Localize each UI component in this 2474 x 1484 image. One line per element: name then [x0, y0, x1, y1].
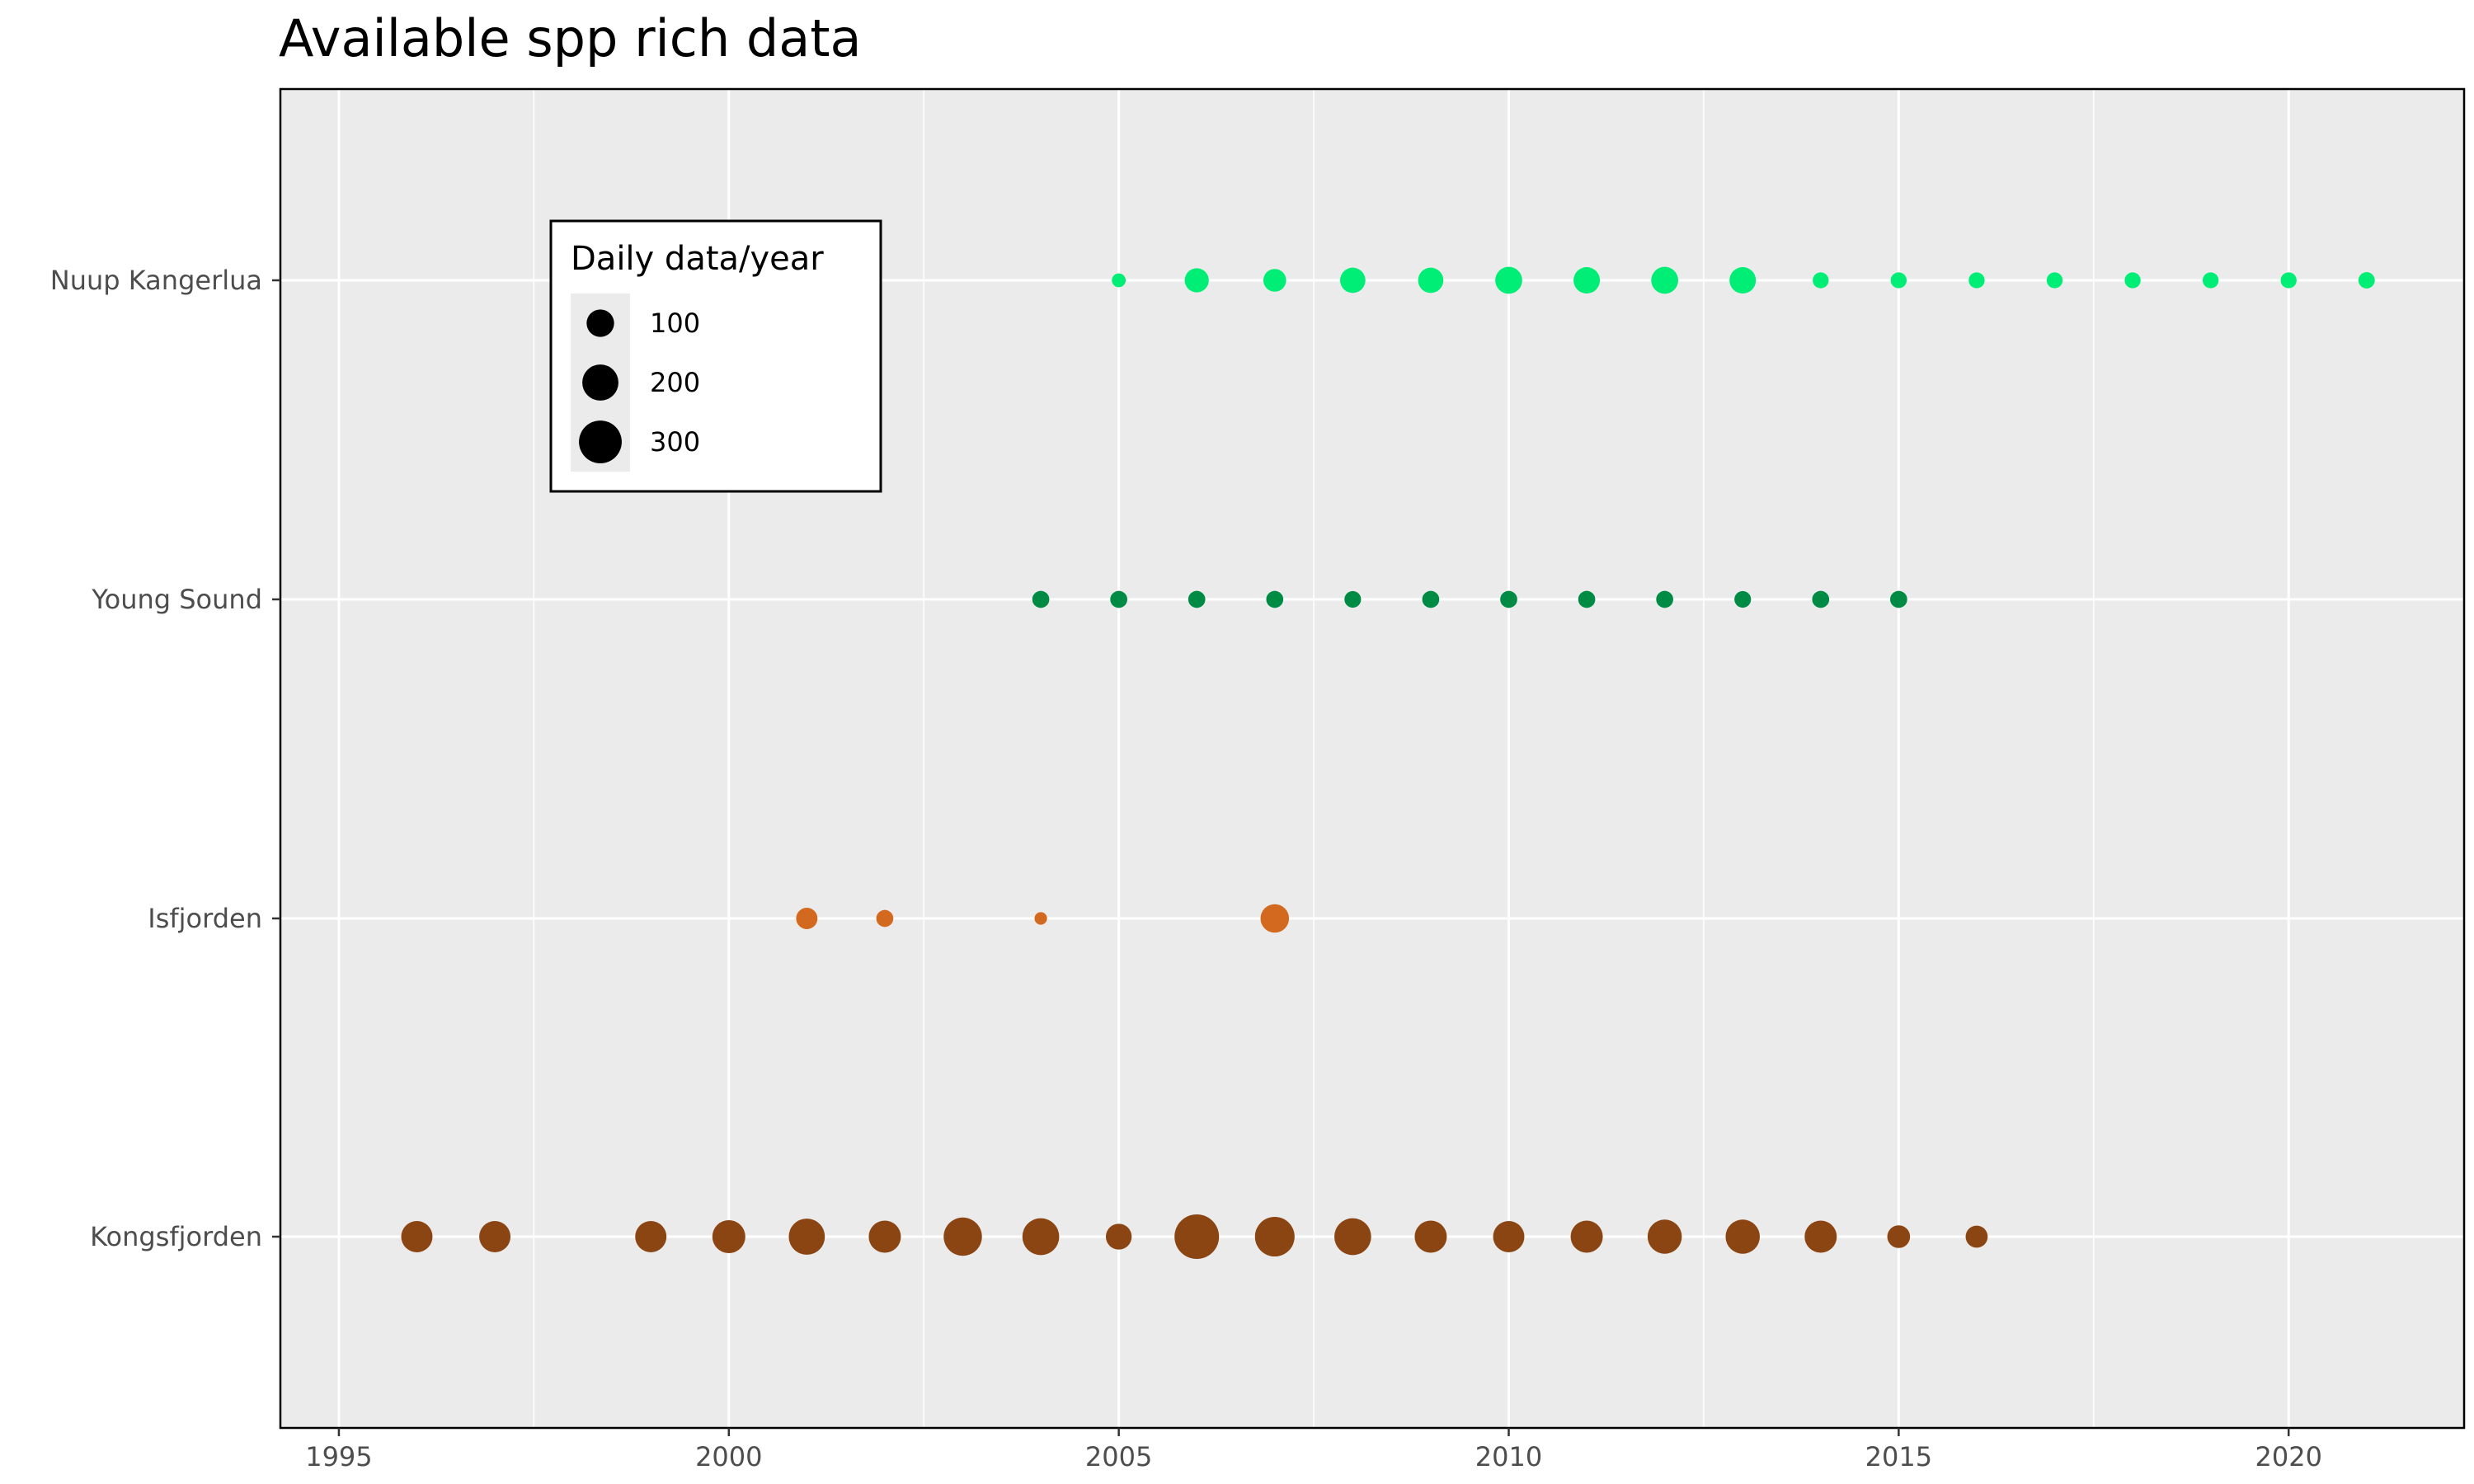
data-point: [943, 1217, 982, 1256]
data-point: [1804, 1220, 1837, 1253]
data-point: [1260, 904, 1290, 933]
data-point: [1174, 1214, 1220, 1259]
data-point: [1112, 273, 1126, 288]
x-tick-label: 2010: [1475, 1441, 1542, 1472]
data-point: [2046, 272, 2063, 289]
data-point: [876, 909, 894, 928]
chart-title: Available spp rich data: [279, 8, 862, 68]
data-point: [796, 908, 818, 929]
size-legend: Daily data/year 100 200 300: [549, 219, 882, 493]
data-point: [1570, 1220, 1603, 1253]
x-tick-label: 2000: [695, 1441, 762, 1472]
data-point: [401, 1221, 433, 1252]
data-point: [1422, 590, 1440, 608]
data-point: [1647, 1219, 1682, 1254]
data-point: [1812, 590, 1830, 608]
data-point: [712, 1219, 745, 1254]
legend-key-label: 100: [650, 308, 700, 339]
legend-key-circle: [586, 309, 614, 337]
data-point: [2358, 272, 2375, 289]
data-point: [1887, 1225, 1911, 1248]
data-point: [2280, 272, 2297, 289]
data-point: [1578, 590, 1596, 608]
y-tick-label: Isfjorden: [148, 903, 262, 934]
y-tick-label: Young Sound: [91, 584, 262, 615]
data-point: [1034, 912, 1047, 925]
legend-key-circle: [579, 420, 622, 463]
data-point: [1110, 590, 1127, 608]
plot-area: Kongsfjorden Isfjorden Young Sound Nuup Kan…: [50, 87, 2466, 1472]
data-point: [2124, 272, 2141, 289]
y-tick-label: Kongsfjorden: [90, 1221, 262, 1252]
legend-title: Daily data/year: [571, 240, 824, 278]
data-point: [1105, 1223, 1132, 1250]
data-point: [1813, 272, 1829, 289]
data-point: [1184, 268, 1209, 293]
data-point: [479, 1221, 511, 1252]
data-point: [1263, 269, 1286, 292]
data-point: [1266, 590, 1284, 608]
data-point: [1418, 267, 1444, 294]
data-point: [1032, 590, 1050, 608]
data-point: [1495, 266, 1522, 294]
data-point: [1890, 272, 1907, 289]
x-tick-label: 2015: [1865, 1441, 1932, 1472]
data-point: [1725, 1219, 1760, 1254]
data-point: [1188, 590, 1206, 608]
data-point: [788, 1219, 825, 1255]
data-point: [1573, 266, 1601, 294]
data-point: [2202, 272, 2219, 289]
data-point: [1968, 272, 1985, 289]
data-point: [1493, 1221, 1525, 1252]
legend-key-label: 300: [650, 426, 700, 458]
data-point: [1890, 590, 1907, 608]
data-point: [868, 1220, 901, 1253]
y-tick-label: Nuup Kangerlua: [50, 265, 262, 296]
data-point: [1651, 266, 1678, 294]
data-point: [1414, 1220, 1447, 1253]
x-tick-label: 1995: [305, 1441, 372, 1472]
data-point: [1254, 1216, 1295, 1257]
data-point: [1344, 590, 1362, 608]
x-tick-label: 2020: [2255, 1441, 2321, 1472]
panel-border: [279, 87, 2466, 1430]
legend-key-label: 200: [650, 367, 700, 398]
legend-key-circle: [582, 364, 618, 401]
data-point: [1965, 1225, 1988, 1248]
data-point: [1656, 590, 1673, 608]
data-point: [635, 1221, 667, 1252]
data-point: [1729, 266, 1757, 294]
data-point: [1022, 1218, 1060, 1256]
data-point: [1734, 590, 1752, 608]
data-point: [1340, 267, 1366, 294]
data-point: [1500, 590, 1517, 608]
data-point: [1334, 1218, 1371, 1256]
x-tick-label: 2005: [1085, 1441, 1152, 1472]
